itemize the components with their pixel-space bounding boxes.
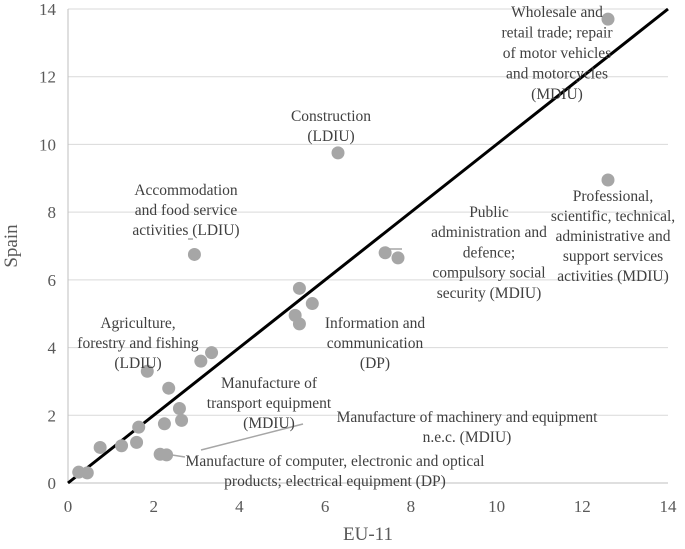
annotation-line: retail trade; repair: [501, 25, 613, 42]
annotation-label: Public administration and defence; compulso…: [431, 204, 547, 302]
annotation-label: Manufacture of machinery and equipment n.…: [337, 409, 599, 446]
annotation-line: scientific, technical,: [551, 208, 675, 225]
annotation-line: Manufacture of computer, electronic and …: [186, 453, 485, 470]
annotation-line: security (MDIU): [437, 285, 542, 302]
data-point: [292, 281, 306, 295]
x-tick-label: 8: [407, 497, 416, 516]
annotation-line: support services: [563, 248, 663, 265]
data-point: [130, 435, 144, 449]
annotation-label: Information and communication (DP): [325, 315, 426, 372]
annotation-label: Agriculture, forestry and fishing (LDIU): [77, 315, 199, 372]
annotation-line: (LDIU): [307, 128, 354, 145]
annotation-line: products; electrical equipment (DP): [224, 473, 446, 490]
annotation-line: defence;: [463, 244, 516, 261]
data-point: [305, 297, 319, 311]
y-tick-label: 8: [48, 203, 57, 222]
y-axis-title: Spain: [1, 224, 22, 268]
annotation-line: Manufacture of: [221, 375, 318, 392]
reference-line-y-equals-x: [67, 7, 669, 485]
x-tick-label: 6: [321, 497, 330, 516]
annotation-line: (MDIU): [531, 86, 583, 103]
x-tick-label: 14: [660, 497, 678, 516]
y-tick-label: 14: [39, 0, 57, 19]
y-tick-label: 12: [39, 68, 56, 87]
annotation-line: (LDIU): [114, 355, 161, 372]
annotation-line: administration and: [431, 224, 547, 241]
x-tick-label: 0: [64, 497, 73, 516]
x-tick-label: 10: [488, 497, 505, 516]
annotation-line: Manufacture of machinery and equipment: [337, 409, 599, 426]
y-tick-label: 6: [48, 271, 57, 290]
data-point: [292, 317, 306, 331]
annotations: Wholesale and retail trade; repair of moto…: [77, 4, 675, 490]
annotation-label: Construction (LDIU): [291, 108, 371, 145]
annotation-line: and food service: [135, 202, 238, 219]
data-point: [601, 173, 615, 187]
annotation-line: communication: [327, 335, 424, 352]
data-point: [331, 146, 345, 160]
y-tick-label: 10: [39, 135, 56, 154]
x-tick-label: 2: [149, 497, 158, 516]
data-point: [162, 381, 176, 395]
annotation-label: Professional, scientific, technical, admin…: [551, 188, 675, 285]
annotation-label: Wholesale and retail trade; repair of moto…: [501, 4, 613, 103]
reference-line-layer: [67, 7, 669, 485]
annotation-line: Public: [469, 204, 509, 221]
data-point: [115, 439, 129, 453]
x-tick-label: 4: [235, 497, 244, 516]
annotation-line: compulsory social: [432, 265, 545, 282]
data-point: [378, 246, 392, 260]
axes: 0 2 4 6 8 10 12 14 0 2 4 6 8 10 12 14: [39, 0, 677, 516]
data-point: [175, 413, 189, 427]
data-point: [160, 448, 174, 462]
annotation-line: administrative and: [556, 228, 671, 245]
annotation-line: Agriculture,: [100, 315, 175, 332]
annotation-line: activities (MDIU): [557, 268, 668, 285]
annotation-line: Wholesale and: [511, 4, 603, 21]
data-point: [205, 346, 219, 360]
data-point: [93, 440, 107, 454]
annotation-line: transport equipment: [207, 395, 332, 412]
annotation-line: forestry and fishing: [77, 335, 199, 352]
data-point: [172, 402, 186, 416]
y-tick-label: 4: [48, 339, 57, 358]
data-point: [140, 364, 154, 378]
annotation-line: Professional,: [573, 188, 654, 205]
annotation-line: (DP): [360, 355, 390, 372]
data-points: [72, 12, 615, 480]
data-point: [194, 354, 208, 368]
annotation-label: Accommodation and food service activities …: [132, 182, 239, 239]
annotation-line: and motorcycles: [506, 66, 608, 83]
data-point: [391, 251, 405, 265]
annotation-line: Information and: [325, 315, 426, 332]
annotation-leader-line: [171, 454, 186, 458]
annotation-line: of motor vehicles: [503, 45, 611, 62]
data-point: [601, 12, 615, 26]
annotation-leader-line: [200, 423, 304, 451]
data-point: [132, 420, 146, 434]
annotation-line: activities (LDIU): [132, 222, 239, 239]
data-point: [187, 247, 201, 261]
data-point: [157, 417, 171, 431]
x-axis-title: EU-11: [343, 524, 393, 545]
data-point: [80, 466, 94, 480]
annotation-line: n.e.c. (MDIU): [423, 429, 512, 446]
annotation-label: Manufacture of transport equipment (MDIU): [207, 375, 332, 432]
y-tick-label: 2: [48, 406, 57, 425]
annotation-line: Accommodation: [134, 182, 238, 199]
gridlines: [68, 8, 668, 416]
annotation-line: (MDIU): [243, 415, 295, 432]
x-tick-label: 12: [574, 497, 591, 516]
y-tick-label: 0: [48, 474, 57, 493]
annotation-label: Manufacture of computer, electronic and …: [186, 453, 485, 490]
annotation-line: Construction: [291, 108, 371, 125]
